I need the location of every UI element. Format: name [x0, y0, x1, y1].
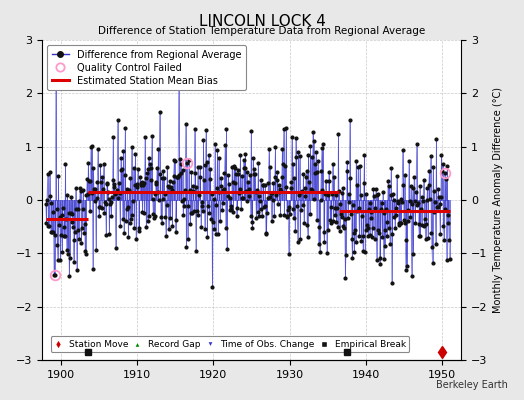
Text: Berkeley Earth: Berkeley Earth	[436, 380, 508, 390]
Text: Difference of Station Temperature Data from Regional Average: Difference of Station Temperature Data f…	[99, 26, 425, 36]
Legend: Station Move, Record Gap, Time of Obs. Change, Empirical Break: Station Move, Record Gap, Time of Obs. C…	[51, 336, 409, 352]
Y-axis label: Monthly Temperature Anomaly Difference (°C): Monthly Temperature Anomaly Difference (…	[493, 87, 503, 313]
Text: LINCOLN LOCK 4: LINCOLN LOCK 4	[199, 14, 325, 29]
